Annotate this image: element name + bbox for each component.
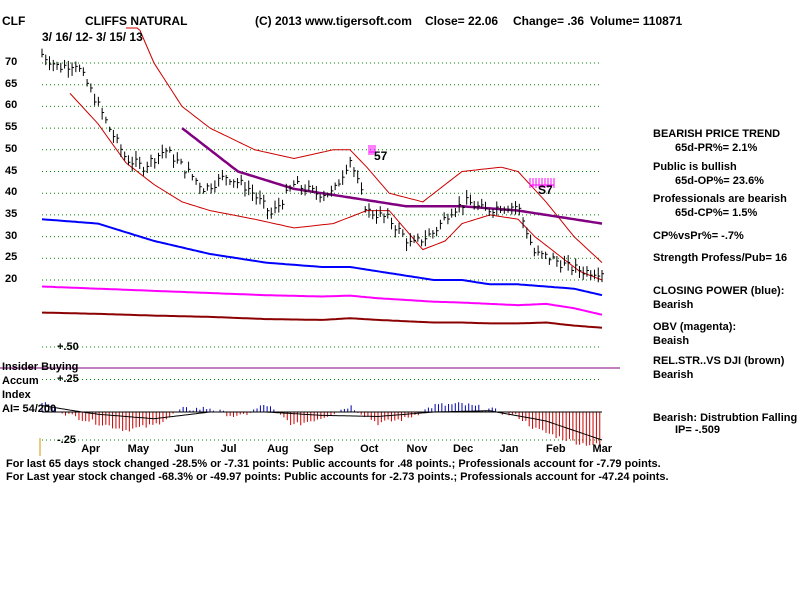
y-tick-55: 55 — [5, 121, 18, 134]
obv-value: Beaish — [653, 335, 690, 347]
change-value: Change= .36 — [513, 14, 585, 28]
accum-index-histogram — [41, 402, 603, 446]
accum-label: Accum — [2, 375, 39, 387]
upper-band — [126, 27, 603, 263]
y-tick-60: 60 — [5, 99, 18, 112]
x-tick-dec: Dec — [453, 443, 473, 455]
peak-label-2: S7 — [538, 183, 553, 197]
x-tick-nov: Nov — [407, 443, 429, 455]
y-tick-50: 50 — [5, 142, 18, 155]
ticker: CLF — [2, 14, 26, 28]
y-tick-65: 65 — [5, 77, 18, 90]
obv-path — [41, 285, 603, 316]
relstr-line — [42, 311, 603, 329]
y-tick-40: 40 — [5, 186, 18, 199]
insider-buying-label: Insider Buying — [2, 361, 79, 373]
accum-ma-line — [41, 405, 603, 441]
x-tick-apr: Apr — [81, 443, 101, 455]
close-value: Close= 22.06 — [425, 14, 499, 28]
closing-power-value: Bearish — [653, 299, 694, 311]
cp-value: 65d-CP%= 1.5% — [675, 207, 758, 219]
price-bars — [41, 48, 604, 283]
y-tick-30: 30 — [5, 229, 18, 242]
ip-value: IP= -.509 — [675, 424, 720, 436]
ai-value: AI= 54/200 — [2, 403, 57, 415]
copyright: (C) 2013 www.tigersoft.com — [255, 14, 412, 28]
cp-vs-pr: CP%vsPr%= -.7% — [653, 230, 744, 242]
relstr-label: REL.STR..VS DJI (brown) — [653, 355, 785, 367]
x-tick-sep: Sep — [314, 443, 334, 455]
peak-marker-1: 57 — [368, 145, 388, 163]
index-label: Index — [2, 389, 31, 401]
x-tick-aug: Aug — [267, 443, 288, 455]
bearish-trend: BEARISH PRICE TREND — [653, 128, 781, 140]
moving-average-line — [181, 127, 603, 225]
moving-average — [181, 127, 603, 225]
price-bands — [69, 27, 603, 281]
x-tick-may: May — [128, 443, 150, 455]
obv-line — [41, 285, 603, 316]
y-tick-35: 35 — [5, 207, 18, 220]
lower-band — [69, 93, 603, 281]
pr-value: 65d-PR%= 2.1% — [675, 142, 758, 154]
y-tick-45: 45 — [5, 164, 18, 177]
peak-marker-2: S7 — [529, 178, 555, 197]
company-name: CLIFFS NATURAL — [85, 14, 188, 28]
public-bullish: Public is bullish — [653, 161, 737, 173]
accum-minus25: -.25 — [57, 434, 76, 446]
volume-value: Volume= 110871 — [590, 14, 683, 28]
relstr-value: Bearish — [653, 369, 694, 381]
peak-label-1: 57 — [374, 149, 388, 163]
accum-plus50: +.50 — [57, 341, 79, 353]
closing-power-path — [41, 218, 603, 297]
closing-power-label: CLOSING POWER (blue): — [653, 285, 785, 297]
strength-ratio: Strength Profess/Pub= 16 — [653, 252, 788, 264]
x-tick-jan: Jan — [500, 443, 519, 455]
x-tick-oct: Oct — [360, 443, 379, 455]
x-axis-labels: Apr May Jun Jul Aug Sep Oct Nov Dec Jan Feb Mar — [81, 443, 613, 455]
x-tick-jul: Jul — [221, 443, 237, 455]
accum-plus25: +.25 — [57, 373, 79, 385]
closing-power-line — [41, 218, 603, 297]
op-value: 65d-OP%= 23.6% — [675, 175, 764, 187]
x-tick-mar: Mar — [592, 443, 612, 455]
obv-label: OBV (magenta): — [653, 321, 737, 333]
distribution-label: Bearish: Distrubtion Falling — [653, 412, 798, 424]
x-tick-feb: Feb — [546, 443, 566, 455]
summary-last-year: For Last year stock changed -68.3% or -4… — [6, 471, 669, 483]
accum-gridlines — [42, 346, 602, 441]
date-range: 3/ 16/ 12- 3/ 15/ 13 — [42, 30, 143, 44]
y-tick-25: 25 — [5, 251, 18, 264]
y-tick-70: 70 — [5, 56, 18, 68]
y-tick-20: 20 — [5, 273, 18, 285]
x-tick-jun: Jun — [174, 443, 194, 455]
professionals-bearish: Professionals are bearish — [653, 193, 787, 205]
summary-65-days: For last 65 days stock changed -28.5% or… — [6, 458, 661, 470]
relstr-path — [42, 311, 603, 329]
